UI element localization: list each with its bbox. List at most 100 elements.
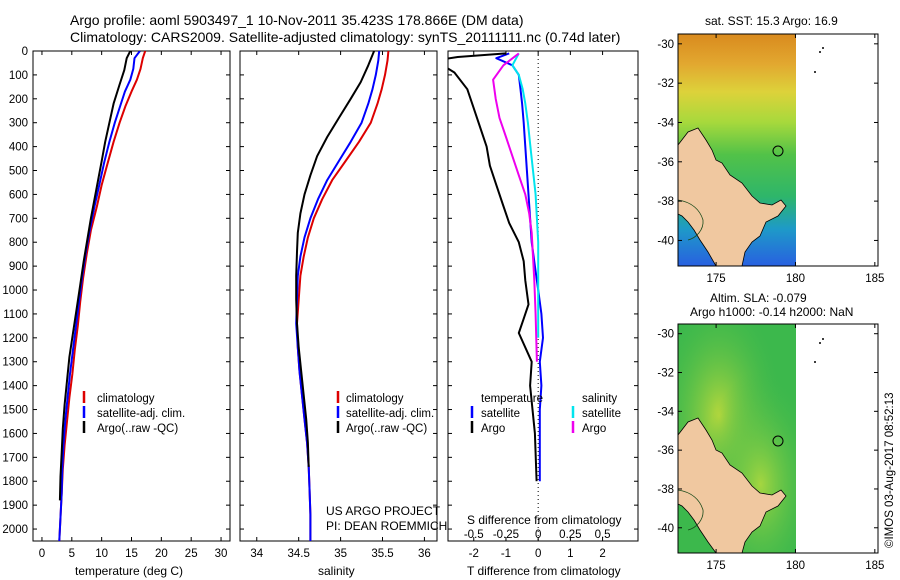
depth-tick-label: 0 [22,46,28,58]
legend-label-climatology: climatology [97,393,155,405]
salinity-xtick-label: 35.5 [371,548,393,560]
t-difference-tick-label: 0 [535,548,541,560]
salinity-series-line [295,51,376,467]
difference-series-line [492,52,538,362]
legend-label-climatology: climatology [346,393,404,405]
sst-map-frame [677,33,879,267]
t-difference-label: T difference from climatology [467,564,621,578]
depth-tick-label: 1200 [2,333,28,345]
island-dot [814,71,816,73]
imos-watermark: ©IMOS 03-Aug-2017 08:52:13 [884,392,896,548]
map-latitude-label: -40 [657,523,674,535]
map-longitude-label: 180 [786,273,805,285]
legend-label-satellite: satellite-adj. clim. [97,408,185,420]
depth-tick-label: 1500 [2,405,28,417]
island-dot [819,342,821,344]
map-latitude-label: -36 [657,445,674,457]
t-difference-tick-label: -2 [469,548,479,560]
salinity-series-line [296,51,390,541]
depth-tick-label: 1100 [3,309,28,321]
depth-contour [677,199,704,241]
depth-tick-label: 1300 [2,357,28,369]
salinity-chart: 34 34.5 35 35.5 36 salinity climatology sate… [250,51,447,578]
no-data-area [796,34,878,266]
sst-map: sat. SST: 15.3 Argo: 16.9 -30 -32 -34 -36 -3… [657,14,884,285]
depth-tick-label: 1700 [2,452,28,464]
map-latitude-label: -34 [657,406,674,418]
map-latitude-label: -38 [657,484,674,496]
depth-tick-label: 500 [9,166,28,178]
t-difference-tick-label: 1 [567,548,573,560]
map-latitude-label: -32 [657,368,674,380]
s-difference-tick-label: 0 [535,529,541,541]
map-latitude-label: -30 [657,329,674,341]
depth-contour [677,489,704,531]
temperature-series-line [58,51,147,541]
temperature-chart: 0 5 10 15 20 25 30 temperature (deg C) climato… [39,51,228,578]
figure-title-line1: Argo profile: aoml 5903497_1 10-Nov-2011… [70,12,523,28]
t-difference-tick-label: -1 [501,548,511,560]
map-longitude-label: 175 [707,273,726,285]
pi-credit: PI: DEAN ROEMMICH [326,519,447,533]
temperature-xtick-label: 0 [39,548,45,560]
sla-map-title-line1: Altim. SLA: -0.079 [710,291,807,305]
difference-legend: temperature salinity satellite Argo sate… [470,393,621,435]
map-latitude-label: -36 [657,157,674,169]
s-difference-tick-label: -0.25 [493,529,519,541]
temperature-xtick-label: 25 [185,548,198,560]
legend-label-argo: Argo(..raw -QC) [97,423,178,435]
salinity-series-line [295,51,381,541]
legend-label-argo: Argo(..raw -QC) [346,423,427,435]
temperature-xtick-label: 20 [155,548,168,560]
sla-map: Altim. SLA: -0.079 Argo h1000: -0.14 h20… [657,291,884,572]
temperature-xtick-label: 30 [215,548,228,560]
sst-map-title: sat. SST: 15.3 Argo: 16.9 [705,14,838,28]
depth-tick-label: 1900 [2,500,28,512]
depth-tick-label: 1400 [2,381,28,393]
s-difference-tick-label: 0.5 [595,529,611,541]
difference-series-line [511,52,540,338]
salinity-xtick-label: 34 [250,548,263,560]
temperature-legend: climatology satellite-adj. clim. Argo(..… [82,391,185,435]
temperature-xtick-label: 5 [69,548,75,560]
depth-tick-label: 1600 [2,428,28,440]
map-latitude-label: -30 [657,39,674,51]
salinity-xtick-label: 35 [334,548,347,560]
no-data-area [796,324,878,553]
island-dot [822,47,824,49]
legend-label-satellite: satellite-adj. clim. [346,408,434,420]
s-difference-label: S difference from climatology [467,513,622,527]
depth-tick-label: 2000 [2,524,28,536]
depth-axis: 0 100 200 300 400 500 600 700 800 900 1000 1100 1200… [2,46,638,536]
island-dot [822,338,824,340]
depth-tick-label: 200 [9,94,28,106]
argo-location-marker [772,145,784,157]
temperature-xtick-label: 15 [125,548,138,560]
difference-panel-frame [447,50,639,542]
legend-label-temp-argo: Argo [481,423,505,435]
depth-tick-label: 800 [9,237,28,249]
salinity-panel-frame [239,50,438,542]
legend-heading-temperature: temperature [481,393,543,405]
island-dot [819,51,821,53]
s-difference-tick-label: 0.25 [559,529,581,541]
legend-label-sal-satellite: satellite [582,408,621,420]
difference-series-line [448,52,538,482]
map-latitude-label: -32 [657,78,674,90]
legend-label-sal-argo: Argo [582,423,606,435]
depth-tick-label: 1000 [2,285,28,297]
map-longitude-label: 185 [865,560,884,572]
argo-location-marker [772,435,784,447]
depth-tick-label: 400 [9,142,28,154]
map-longitude-label: 185 [865,273,884,285]
depth-tick-label: 300 [9,118,28,130]
map-latitude-label: -34 [657,117,674,129]
s-difference-tick-label: -0.5 [464,529,484,541]
sla-map-title-line2: Argo h1000: -0.14 h2000: NaN [690,305,853,319]
depth-tick-label: 1800 [2,476,28,488]
t-difference-tick-label: 2 [599,548,605,560]
depth-tick-label: 100 [9,70,28,82]
sla-map-frame [677,323,879,554]
depth-tick-label: 600 [9,189,28,201]
